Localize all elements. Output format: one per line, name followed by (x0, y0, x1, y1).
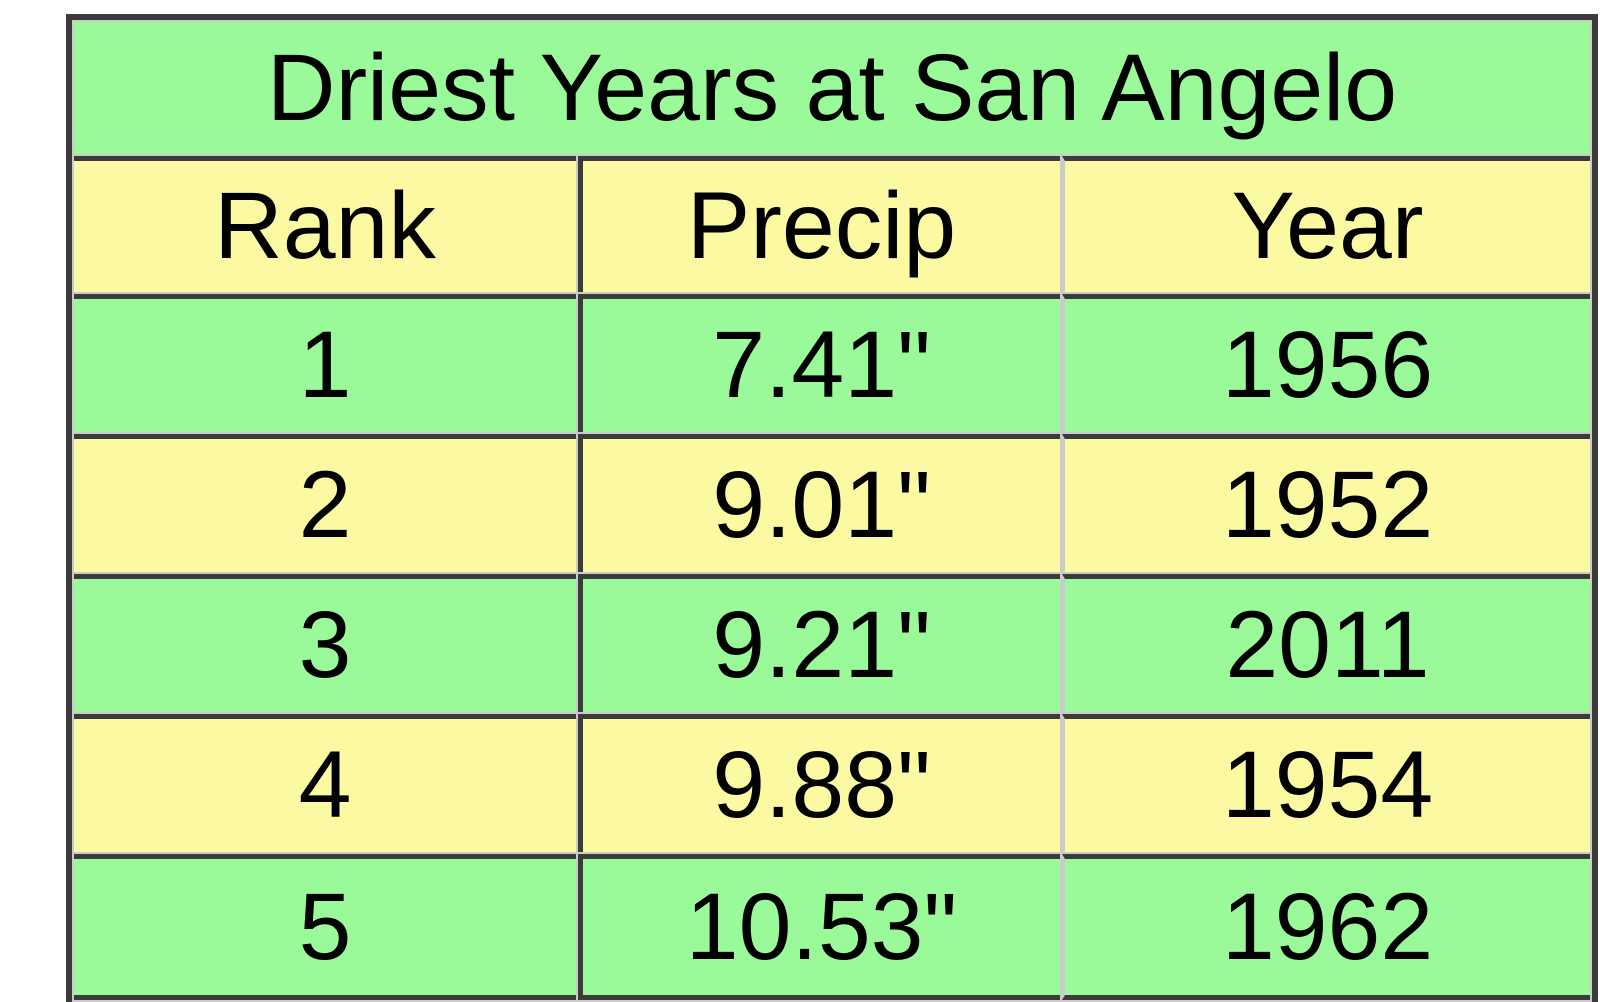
title-row: Driest Years at San Angelo (74, 22, 1590, 154)
rank-cell: 5 (74, 854, 576, 1000)
column-header-year: Year (1062, 156, 1590, 292)
rank-cell: 1 (74, 294, 576, 432)
precip-cell: 9.21" (578, 574, 1060, 712)
precip-cell: 7.41" (578, 294, 1060, 432)
precip-cell: 9.01" (578, 434, 1060, 572)
rank-cell: 2 (74, 434, 576, 572)
table-row-3: 3 9.21" 2011 (74, 574, 1590, 712)
year-cell: 1956 (1062, 294, 1590, 432)
table-title: Driest Years at San Angelo (74, 22, 1590, 154)
table-row-4: 4 9.88" 1954 (74, 714, 1590, 852)
column-header-precip: Precip (578, 156, 1060, 292)
year-cell: 1952 (1062, 434, 1590, 572)
year-cell: 2011 (1062, 574, 1590, 712)
rank-cell: 4 (74, 714, 576, 852)
driest-years-table: Driest Years at San Angelo Rank Precip Y… (66, 14, 1598, 1002)
header-row: Rank Precip Year (74, 156, 1590, 292)
precip-cell: 10.53" (578, 854, 1060, 1000)
year-cell: 1954 (1062, 714, 1590, 852)
table-row-2: 2 9.01" 1952 (74, 434, 1590, 572)
rank-cell: 3 (74, 574, 576, 712)
year-cell: 1962 (1062, 854, 1590, 1000)
column-header-rank: Rank (74, 156, 576, 292)
driest-years-table-wrapper: Driest Years at San Angelo Rank Precip Y… (66, 14, 1598, 1002)
table-row-5: 5 10.53" 1962 (74, 854, 1590, 1000)
precip-cell: 9.88" (578, 714, 1060, 852)
table-row-1: 1 7.41" 1956 (74, 294, 1590, 432)
